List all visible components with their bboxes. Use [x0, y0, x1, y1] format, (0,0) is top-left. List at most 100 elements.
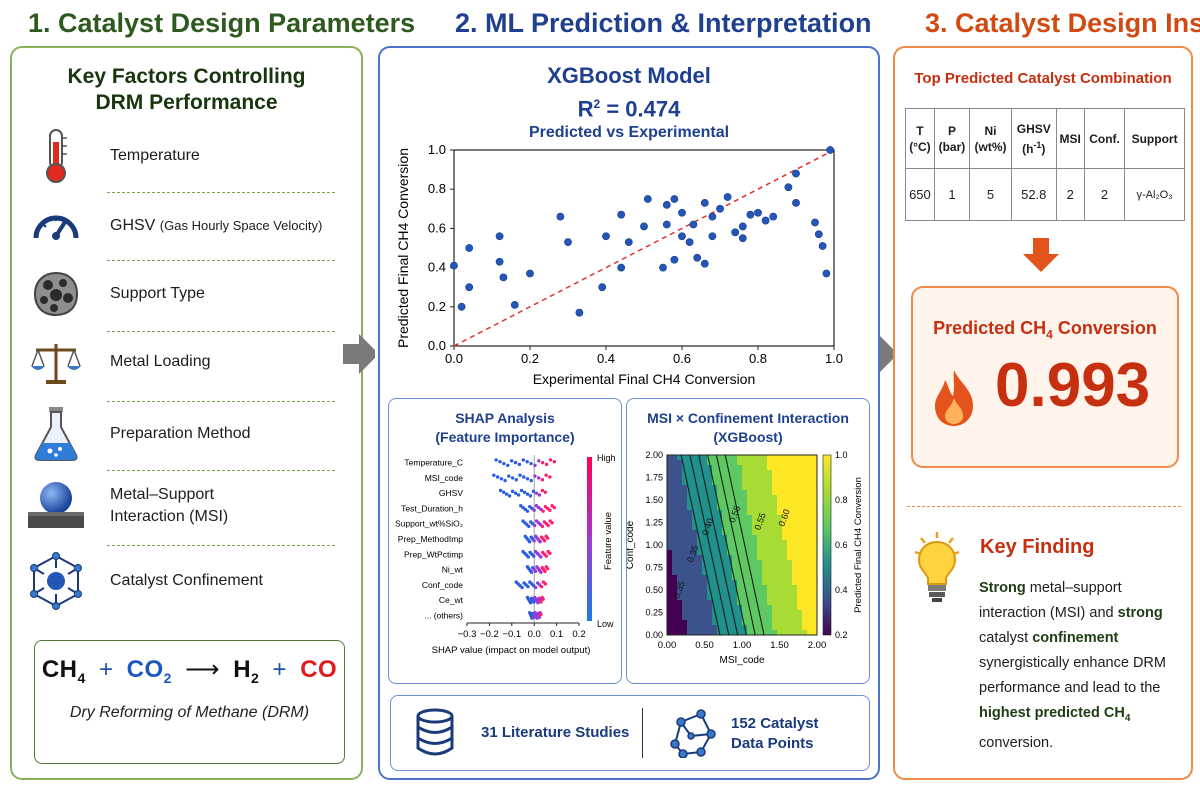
- heatmap-cell: [787, 555, 793, 561]
- heatmap-cell: [672, 545, 678, 551]
- heatmap-cell: [702, 490, 708, 496]
- feature-label: ... (others): [424, 610, 463, 620]
- heatmap-cell: [807, 610, 813, 616]
- heatmap-cell: [702, 540, 708, 546]
- data-point: [731, 228, 740, 237]
- heatmap-cell: [777, 515, 783, 521]
- heatmap-cell: [772, 565, 778, 571]
- heatmap-cell: [692, 490, 698, 496]
- heatmap-cell: [757, 520, 763, 526]
- heatmap-cell: [797, 560, 803, 566]
- heatmap-cell: [672, 480, 678, 486]
- heatmap-cell: [737, 590, 743, 596]
- divider: [107, 401, 335, 402]
- heatmap-cell: [697, 475, 703, 481]
- heatmap-cell: [682, 580, 688, 586]
- shap-point: [541, 509, 545, 513]
- heatmap-cell: [742, 575, 748, 581]
- heatmap-cell: [732, 480, 738, 486]
- heatmap-cell: [727, 520, 733, 526]
- heatmap-cell: [732, 540, 738, 546]
- heatmap-cell: [777, 580, 783, 586]
- heatmap-cell: [752, 480, 758, 486]
- heatmap-cell: [792, 595, 798, 601]
- identity-reference-line: [453, 149, 835, 347]
- heatmap-cell: [692, 540, 698, 546]
- heatmap-cell: [752, 530, 758, 536]
- heatmap-cell: [727, 525, 733, 531]
- heatmap-cell: [682, 550, 688, 556]
- heatmap-cell: [707, 540, 713, 546]
- down-arrow-icon: [1023, 238, 1059, 272]
- heatmap-cell: [727, 600, 733, 606]
- heatmap-cell: [707, 480, 713, 486]
- heatmap-cell: [747, 460, 753, 466]
- y-tick-label: 0.4: [428, 260, 446, 275]
- heatmap-cell: [707, 470, 713, 476]
- colorbar-high-label: High: [597, 453, 616, 463]
- heatmap-cell: [802, 545, 808, 551]
- heatmap-cell: [672, 500, 678, 506]
- heatmap-cell: [677, 455, 683, 461]
- heatmap-cell: [777, 505, 783, 511]
- data-point: [708, 212, 717, 221]
- heatmap-cell: [687, 485, 693, 491]
- heatmap-cell: [737, 535, 743, 541]
- table-header: T (°C): [905, 108, 935, 169]
- shap-point: [510, 476, 515, 480]
- heatmap-cell: [792, 620, 798, 626]
- heatmap-cell: [697, 510, 703, 516]
- heatmap-cell: [797, 620, 803, 626]
- heatmap-cell: [797, 610, 803, 616]
- heatmap-cell: [692, 610, 698, 616]
- y-axis-label: Conf_code: [627, 520, 636, 569]
- shap-point: [510, 489, 515, 494]
- shap-point: [544, 554, 548, 558]
- data-point: [457, 302, 466, 311]
- shap-panel: SHAP Analysis (Feature Importance) −0.3−…: [388, 398, 622, 684]
- heatmap-cell: [802, 485, 808, 491]
- heatmap-cell: [667, 610, 673, 616]
- heatmap-cell: [672, 550, 678, 556]
- heatmap-cell: [682, 620, 688, 626]
- data-point: [670, 195, 679, 203]
- molecular-cage-icon: [24, 552, 88, 610]
- heatmap-cell: [777, 585, 783, 591]
- heatmap-cell: [717, 545, 723, 551]
- heatmap-cell: [737, 485, 743, 491]
- heatmap-cell: [707, 475, 713, 481]
- heatmap-cell: [697, 460, 703, 466]
- key-factors-title-line2: DRM Performance: [95, 91, 278, 114]
- heatmap-cell: [702, 610, 708, 616]
- key-finding-text: Strong metal–support interaction (MSI) a…: [979, 580, 1166, 751]
- heatmap-cell: [787, 565, 793, 571]
- heatmap-cell: [757, 605, 763, 611]
- heatmap-cell: [772, 620, 778, 626]
- heatmap-cell: [677, 510, 683, 516]
- shap-point: [534, 491, 539, 495]
- heatmap-cell: [672, 625, 678, 631]
- heatmap-cell: [807, 565, 813, 571]
- heatmap-cell: [702, 545, 708, 551]
- heatmap-cell: [712, 500, 718, 506]
- heatmap-cell: [722, 555, 728, 561]
- heatmap-cell: [777, 475, 783, 481]
- heatmap-cell: [742, 500, 748, 506]
- heatmap-cell: [772, 595, 778, 601]
- heatmap-cell: [677, 485, 683, 491]
- heatmap-cell: [687, 500, 693, 506]
- heatmap-cell: [777, 620, 783, 626]
- y-axis-label: Predicted Final CH4 Conversion: [395, 148, 411, 348]
- x-axis-label: SHAP value (impact on model output): [432, 645, 591, 656]
- heatmap-cell: [677, 520, 683, 526]
- heatmap-cell: [672, 520, 678, 526]
- shap-point: [548, 508, 552, 512]
- heatmap-cell: [742, 595, 748, 601]
- table-header: Ni (wt%): [969, 108, 1012, 169]
- heatmap-cell: [802, 475, 808, 481]
- shap-point: [533, 474, 537, 478]
- heatmap-cell: [697, 485, 703, 491]
- heatmap-cell: [792, 585, 798, 591]
- shap-point: [529, 570, 534, 574]
- heatmap-cell: [727, 585, 733, 591]
